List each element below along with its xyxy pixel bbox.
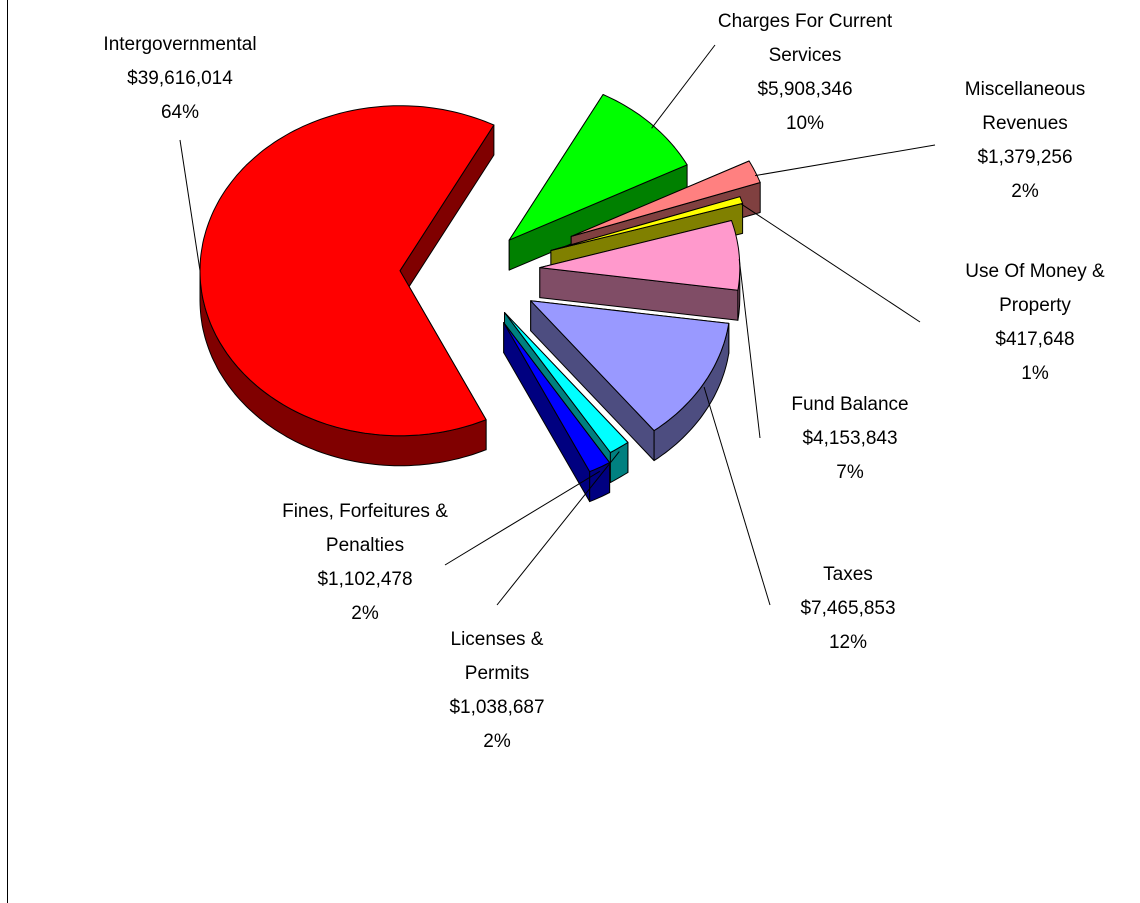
label-percent: 7% xyxy=(836,462,864,483)
leader-line xyxy=(741,203,921,323)
label-percent: 2% xyxy=(351,603,379,624)
slice-top xyxy=(530,300,730,432)
label-name: Fines, Forfeitures & Penalties xyxy=(282,501,448,556)
label-percent: 10% xyxy=(785,113,825,134)
data-label: Fund Balance $4,153,843 7% xyxy=(750,388,950,490)
slice-top xyxy=(504,312,629,453)
pie-slice xyxy=(503,322,611,503)
data-label: Miscellaneous Revenues $1,379,256 2% xyxy=(950,73,1100,209)
label-value: $5,908,346 xyxy=(757,79,853,100)
leader-line xyxy=(496,451,620,606)
label-percent: 64% xyxy=(160,102,200,123)
label-value: $4,153,843 xyxy=(802,428,898,449)
data-label: Intergovernmental $39,616,014 64% xyxy=(50,28,310,130)
leader-line xyxy=(738,259,761,439)
label-value: $39,616,014 xyxy=(127,68,233,89)
data-label: Fines, Forfeitures & Penalties $1,102,478… xyxy=(275,495,455,631)
label-percent: 1% xyxy=(1021,363,1049,384)
label-name: Use Of Money & Property xyxy=(965,261,1105,316)
pie-slice xyxy=(199,105,495,467)
slice-top xyxy=(550,196,744,251)
label-value: $1,102,478 xyxy=(317,569,413,590)
label-name: Taxes xyxy=(823,564,873,585)
slice-top xyxy=(508,94,688,241)
label-name: Charges For Current Services xyxy=(717,11,893,66)
label-value: $1,038,687 xyxy=(449,697,545,718)
slice-top xyxy=(503,322,611,473)
pie-slice xyxy=(508,94,688,271)
leader-line xyxy=(179,139,201,272)
slice-top xyxy=(570,160,761,237)
leader-line xyxy=(651,44,716,129)
leader-line xyxy=(703,386,771,606)
label-name: Licenses & Permits xyxy=(450,629,544,684)
label-name: Fund Balance xyxy=(791,394,909,415)
data-label: Taxes $7,465,853 12% xyxy=(748,558,948,660)
leader-line xyxy=(444,470,601,566)
label-value: $1,379,256 xyxy=(977,147,1073,168)
pie-slice xyxy=(530,300,730,462)
label-name: Intergovernmental xyxy=(103,34,257,55)
slice-top xyxy=(539,220,741,291)
label-percent: 2% xyxy=(1011,181,1039,202)
data-label: Charges For Current Services $5,908,346 10… xyxy=(718,5,893,141)
pie-slice xyxy=(539,220,741,321)
leader-line xyxy=(755,144,936,177)
label-value: $417,648 xyxy=(995,329,1075,350)
label-percent: 2% xyxy=(483,731,511,752)
data-label: Licenses & Permits $1,038,687 2% xyxy=(437,623,557,759)
label-percent: 12% xyxy=(828,632,868,653)
data-label: Use Of Money & Property $417,648 1% xyxy=(960,255,1110,391)
slice-top xyxy=(199,105,495,437)
label-value: $7,465,853 xyxy=(800,598,896,619)
label-name: Miscellaneous Revenues xyxy=(964,79,1086,134)
